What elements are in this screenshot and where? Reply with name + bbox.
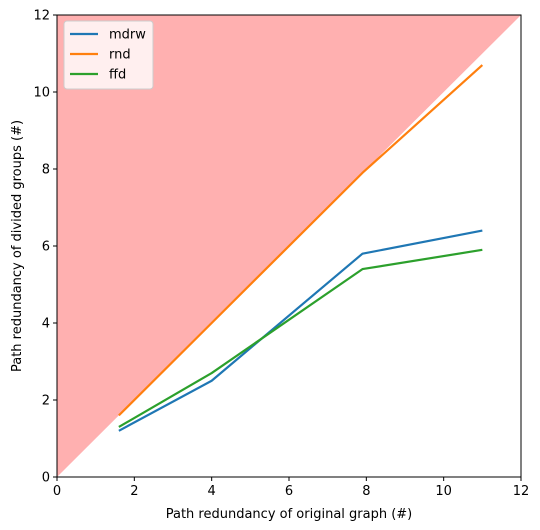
legend-box	[63, 20, 154, 90]
y-axis: 0 2 4 6 8 10 12	[33, 9, 57, 486]
x-axis: 0 2 4 6 8 10 12	[53, 477, 529, 499]
series-line-mdrw	[118, 229, 483, 432]
x-tick-label: 10	[435, 484, 452, 499]
x-tick-label: 0	[53, 484, 61, 499]
series-line-ffd	[118, 248, 483, 428]
x-tick-label: 12	[513, 484, 530, 499]
x-tick-label: 4	[208, 484, 216, 499]
y-tick-label: 6	[42, 240, 50, 255]
y-tick-label: 2	[42, 394, 50, 409]
series-layer	[118, 64, 484, 432]
y-tick-label: 10	[33, 86, 50, 101]
legend: mdrw rnd ffd	[63, 20, 154, 90]
series-line-rnd	[118, 64, 484, 417]
y-tick-label: 0	[42, 471, 50, 486]
x-tick-label: 8	[362, 484, 370, 499]
legend-label-rnd: rnd	[109, 48, 131, 63]
y-tick-label: 4	[42, 317, 50, 332]
legend-label-ffd: ffd	[109, 68, 126, 83]
legend-label-mdrw: mdrw	[109, 28, 146, 43]
y-tick-label: 8	[42, 163, 50, 178]
x-tick-label: 6	[285, 484, 293, 499]
y-axis-label: Path redundancy of divided groups (#)	[10, 120, 25, 372]
x-tick-label: 2	[130, 484, 138, 499]
x-axis-label: Path redundancy of original graph (#)	[166, 507, 413, 522]
y-tick-label: 12	[33, 9, 50, 24]
